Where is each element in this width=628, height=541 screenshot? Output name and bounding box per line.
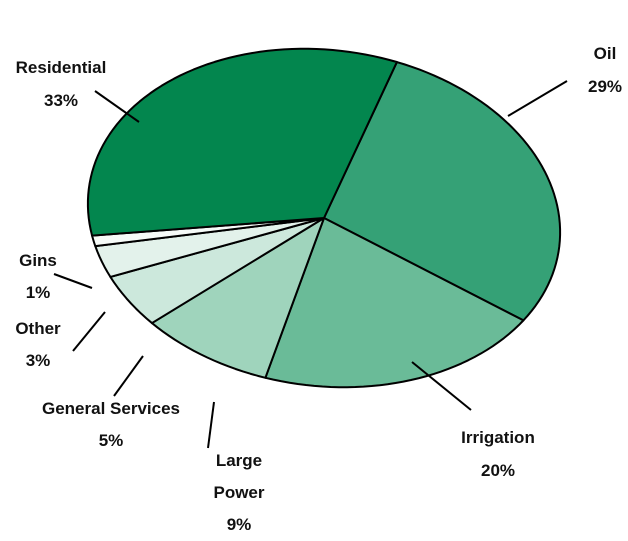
pie-slice-residential: [86, 47, 398, 237]
slice-label-residential: Residential: [16, 58, 107, 77]
leader-lines-layer: [53, 80, 568, 449]
labels-layer: Oil 29% Irrigation 20% Large Power 9% General S…: [15, 44, 622, 534]
slice-value-large-power: 9%: [227, 515, 252, 534]
pie-slice-general-services: [109, 217, 325, 325]
slice-label-irrigation: Irrigation: [461, 428, 535, 447]
slice-value-other: 3%: [26, 351, 51, 370]
slice-value-gins: 1%: [26, 283, 51, 302]
pie-slice-irrigation: [264, 217, 525, 389]
slice-label-other: Other: [15, 319, 61, 338]
slice-label-large-power-line-2: Power: [213, 483, 264, 502]
pie-slice-other: [94, 217, 325, 278]
leader-line-other: [72, 311, 106, 352]
slice-label-oil: Oil: [594, 44, 617, 63]
slice-label-gins: Gins: [19, 251, 57, 270]
leader-line-oil: [507, 80, 568, 117]
slice-value-residential: 33%: [44, 91, 78, 110]
slice-label-large-power-line-1: Large: [216, 451, 262, 470]
pie-slice-oil: [323, 61, 562, 322]
leader-line-residential: [94, 90, 140, 123]
slices-layer: [86, 47, 562, 389]
slice-label-general-services: General Services: [42, 399, 180, 418]
slice-value-general-services: 5%: [99, 431, 124, 450]
slice-value-oil: 29%: [588, 77, 622, 96]
leader-line-large-power: [207, 401, 215, 449]
leader-line-irrigation: [411, 361, 472, 411]
leader-line-general-services: [113, 355, 144, 397]
leader-line-gins: [53, 273, 93, 289]
slice-value-irrigation: 20%: [481, 461, 515, 480]
pie-slice-large-power: [150, 217, 325, 379]
